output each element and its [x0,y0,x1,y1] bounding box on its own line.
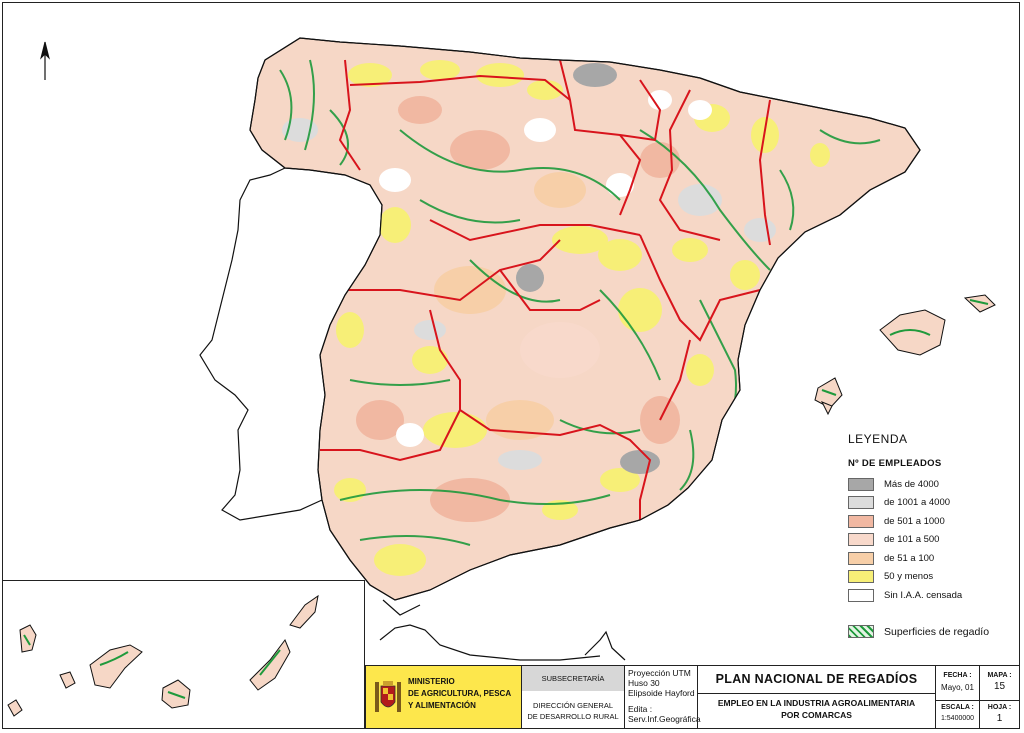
fecha-value: Mayo, 01 [941,683,974,692]
legend-item-label: de 1001 a 4000 [884,497,951,509]
comarca-patches [279,59,881,576]
north-arrow-icon [40,41,50,80]
legend-item-label: de 101 a 500 [884,534,940,546]
ministry-line-3: Y ALIMENTACIÓN [408,701,476,710]
legend-swatch [848,496,874,510]
escala-label: ESCALA : [941,704,974,711]
legend-item: de 101 a 500 [848,531,1018,550]
edita-line-2: Serv.Inf.Geográfica [628,714,701,724]
balearic-islands [814,294,996,416]
direccion-line-1: DIRECCIÓN GENERAL [532,701,613,710]
legend-swatch [848,533,874,547]
legend-item-label: Sin I.A.A. censada [884,589,963,601]
subsecretaria-label: SUBSECRETARÍA [522,666,624,691]
fecha-label: FECHA : [943,672,972,679]
ministry-line-2: DE AGRICULTURA, PESCA [408,689,512,698]
spain-mainland [249,37,921,601]
legend-item: 50 y menos [848,568,1018,587]
title-block: MINISTERIO DE AGRICULTURA, PESCA Y ALIME… [365,665,1020,729]
irrigation-hatch-swatch [848,625,874,639]
legend: LEYENDA Nº DE EMPLEADOS Más de 4000 de 10… [848,432,1018,641]
projection-cell: Proyección UTM Huso 30 Elipsoide Hayford… [624,666,701,728]
projection-line-2: Huso 30 [628,678,660,688]
portugal-outline [199,167,421,616]
subsecretaria-cell: SUBSECRETARÍA DIRECCIÓN GENERAL DE DESAR… [521,666,624,728]
coat-of-arms-icon [375,681,401,712]
escala-value: 1:5400000 [940,715,975,722]
legend-subtitle: Nº DE EMPLEADOS [848,458,942,469]
map-title-line-1: EMPLEO EN LA INDUSTRIA AGROALIMENTARIA [717,698,916,708]
legend-item: de 501 a 1000 [848,512,1018,531]
ministry-line-1: MINISTERIO [408,677,455,686]
legend-item-label: de 501 a 1000 [884,515,945,527]
legend-swatch [848,588,874,602]
sheet-cell: MAPA : 15 HOJA : 1 [979,666,1019,728]
legend-irrigation-label: Superficies de regadío [884,625,990,638]
legend-swatch [848,477,874,491]
direccion-line-2: DE DESARROLLO RURAL [527,712,619,721]
canary-islands-inset [3,580,365,728]
projection-line-1: Proyección UTM [628,668,691,678]
edita-line-1: Edita : [628,704,653,714]
hoja-value: 1 [996,713,1003,724]
legend-item-label: de 51 a 100 [884,552,935,564]
legend-item: Sin I.A.A. censada [848,586,1018,605]
date-scale-cell: FECHA : Mayo, 01 ESCALA : 1:5400000 [935,666,979,728]
projection-line-3: Elipsoide Hayford [628,688,695,698]
legend-swatch [848,514,874,528]
mapa-label: MAPA : [987,672,1012,679]
plan-title: PLAN NACIONAL DE REGADÍOS [698,666,935,694]
legend-title: LEYENDA [848,432,908,446]
legend-item-irrigation: Superficies de regadío [848,623,1018,642]
map-title-cell: PLAN NACIONAL DE REGADÍOS EMPLEO EN LA I… [697,666,935,728]
legend-swatch [848,570,874,584]
legend-item: de 1001 a 4000 [848,494,1018,513]
mapa-value: 15 [993,681,1006,692]
legend-item-label: 50 y menos [884,571,934,583]
ministry-cell: MINISTERIO DE AGRICULTURA, PESCA Y ALIME… [366,666,521,728]
hoja-label: HOJA : [987,704,1012,711]
map-title-line-2: POR COMARCAS [781,710,852,720]
legend-swatch [848,551,874,565]
legend-item: Más de 4000 [848,475,1018,494]
canary-islands [7,594,319,717]
africa-coast [379,624,626,661]
legend-item: de 51 a 100 [848,549,1018,568]
legend-item-label: Más de 4000 [884,478,939,490]
